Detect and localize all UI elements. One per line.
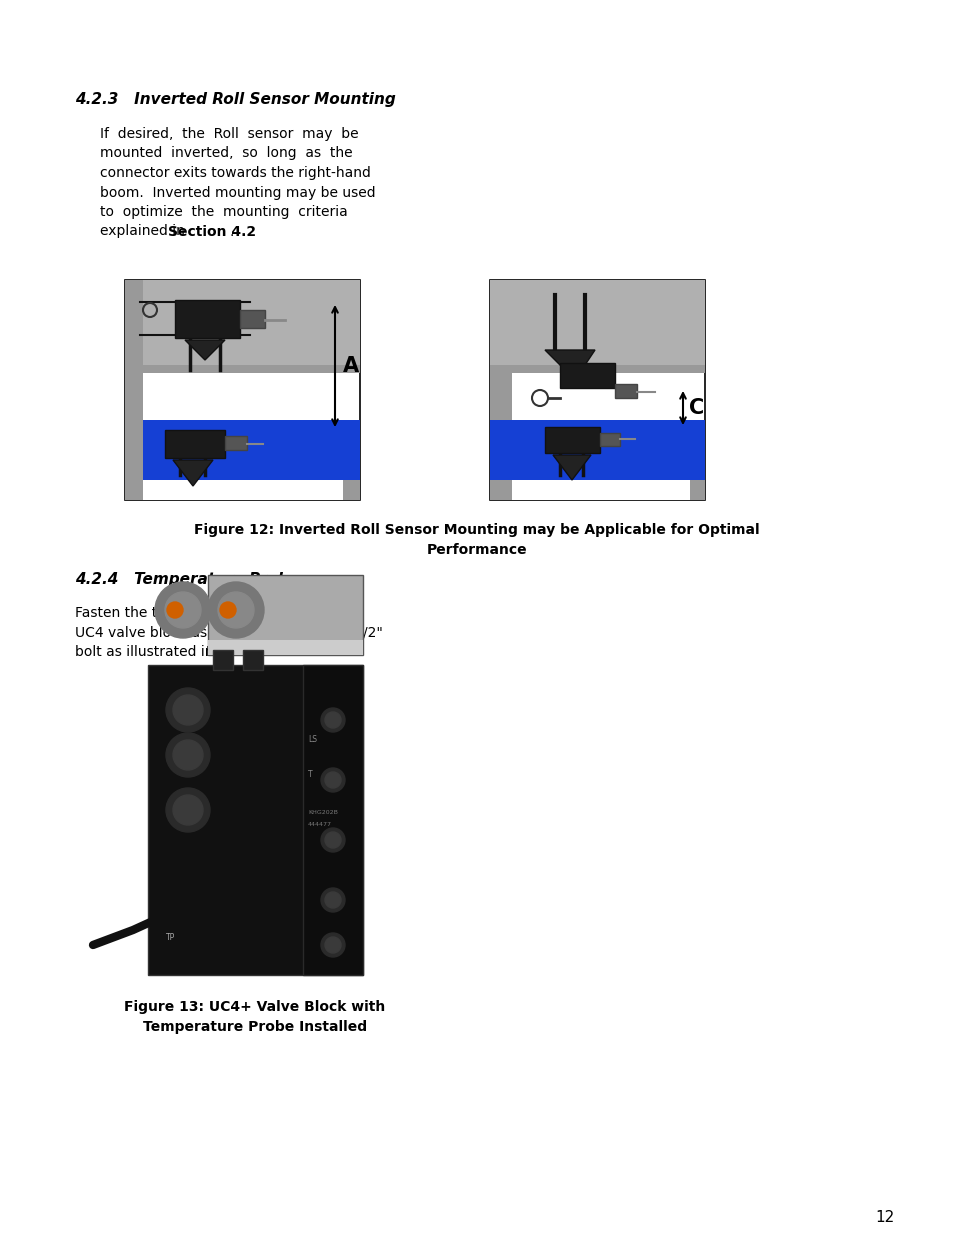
Text: Figure 12: Inverted Roll Sensor Mounting may be Applicable for Optimal: Figure 12: Inverted Roll Sensor Mounting…: [194, 522, 759, 537]
Bar: [208, 640, 363, 655]
Bar: [490, 280, 704, 500]
Text: E03: E03: [256, 606, 286, 620]
Bar: [615, 384, 637, 398]
Bar: [143, 366, 343, 420]
Bar: [143, 480, 343, 500]
Text: ) to the: ) to the: [283, 606, 334, 620]
Circle shape: [325, 937, 340, 953]
Polygon shape: [553, 454, 590, 480]
Bar: [490, 480, 704, 500]
Polygon shape: [185, 340, 225, 359]
Text: TP: TP: [166, 932, 175, 942]
Circle shape: [166, 788, 210, 832]
Bar: [240, 310, 265, 329]
Text: If  desired,  the  Roll  sensor  may  be: If desired, the Roll sensor may be: [100, 127, 358, 141]
Bar: [225, 436, 247, 450]
Bar: [490, 366, 704, 373]
Bar: [125, 480, 359, 500]
Bar: [599, 433, 619, 446]
Text: .: .: [271, 645, 275, 659]
Circle shape: [320, 932, 345, 957]
Bar: [125, 280, 359, 366]
Text: Performance: Performance: [426, 543, 527, 557]
Circle shape: [166, 688, 210, 732]
Text: mounted  inverted,  so  long  as  the: mounted inverted, so long as the: [100, 147, 353, 161]
Bar: [125, 366, 359, 373]
Text: LS: LS: [308, 735, 316, 743]
Text: 12: 12: [875, 1210, 894, 1225]
Text: connector exits towards the right-hand: connector exits towards the right-hand: [100, 165, 371, 180]
Bar: [490, 280, 704, 366]
Text: boom.  Inverted mounting may be used: boom. Inverted mounting may be used: [100, 185, 375, 200]
Text: .: .: [230, 225, 234, 238]
Bar: [125, 480, 143, 500]
Bar: [512, 366, 689, 420]
Bar: [303, 664, 363, 974]
Circle shape: [165, 592, 201, 629]
Circle shape: [208, 582, 264, 638]
Circle shape: [320, 827, 345, 852]
Circle shape: [320, 708, 345, 732]
Bar: [148, 664, 363, 974]
Text: KHG202B: KHG202B: [308, 810, 337, 815]
Text: Figure 13: Figure 13: [206, 645, 280, 659]
Circle shape: [166, 734, 210, 777]
Text: explained in: explained in: [100, 225, 189, 238]
Text: Figure 13: UC4+ Valve Block with: Figure 13: UC4+ Valve Block with: [124, 1000, 385, 1014]
Circle shape: [220, 601, 235, 618]
Circle shape: [320, 768, 345, 792]
Bar: [213, 650, 233, 671]
Text: 4.2.3   Inverted Roll Sensor Mounting: 4.2.3 Inverted Roll Sensor Mounting: [75, 91, 395, 107]
Circle shape: [172, 695, 203, 725]
Text: Temperature Probe Installed: Temperature Probe Installed: [143, 1020, 367, 1034]
Text: Fasten the temperature probe (: Fasten the temperature probe (: [75, 606, 294, 620]
Circle shape: [154, 582, 211, 638]
Text: A: A: [343, 356, 358, 375]
Circle shape: [325, 713, 340, 727]
Text: 4.2.4   Temperature Probe: 4.2.4 Temperature Probe: [75, 572, 298, 587]
Text: C: C: [688, 398, 703, 417]
Bar: [512, 480, 689, 500]
Bar: [490, 280, 512, 500]
Bar: [165, 430, 225, 458]
Text: Section 4.2: Section 4.2: [168, 225, 255, 238]
Text: UC4 valve block using the included 3/8x1/2": UC4 valve block using the included 3/8x1…: [75, 625, 382, 640]
Polygon shape: [172, 459, 213, 487]
Text: 444477: 444477: [308, 823, 332, 827]
Circle shape: [167, 601, 183, 618]
Circle shape: [218, 592, 253, 629]
Text: T: T: [308, 769, 313, 779]
Polygon shape: [544, 350, 595, 380]
Text: bolt as illustrated in: bolt as illustrated in: [75, 645, 217, 659]
Bar: [125, 280, 143, 500]
Bar: [125, 280, 359, 500]
Circle shape: [172, 740, 203, 769]
Circle shape: [172, 795, 203, 825]
Bar: [544, 427, 599, 453]
Text: to  optimize  the  mounting  criteria: to optimize the mounting criteria: [100, 205, 348, 219]
Bar: [559, 363, 615, 388]
Bar: [490, 420, 704, 480]
Circle shape: [320, 888, 345, 911]
Circle shape: [325, 772, 340, 788]
Circle shape: [325, 832, 340, 848]
Bar: [174, 300, 240, 338]
Circle shape: [325, 892, 340, 908]
Bar: [125, 420, 359, 480]
Bar: [208, 576, 363, 655]
Bar: [243, 650, 263, 671]
